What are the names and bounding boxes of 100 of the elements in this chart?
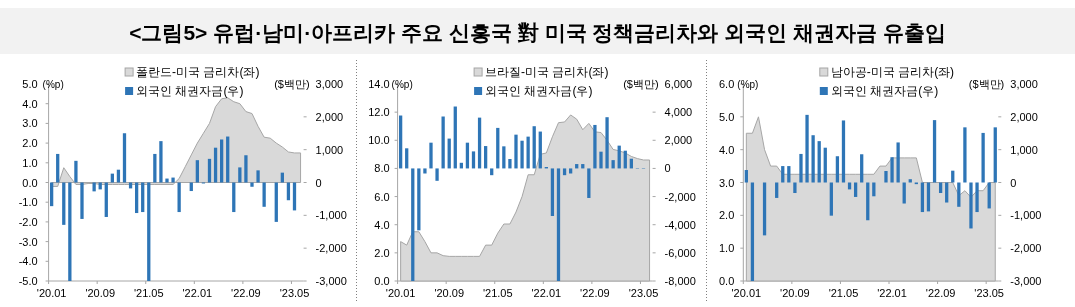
x-tick-label: '22.09 — [231, 287, 261, 299]
bar — [884, 171, 888, 183]
bar — [147, 182, 151, 281]
bar — [920, 182, 925, 213]
bar — [957, 182, 961, 207]
bar — [593, 124, 597, 169]
y-tick-label: 0.0 — [22, 176, 38, 189]
x-tick-label: '22.01 — [531, 287, 562, 299]
y-tick-label: 5.0 — [719, 110, 735, 123]
bar — [932, 120, 937, 183]
bar — [550, 168, 555, 216]
y2-tick-label: -1,000 — [315, 209, 347, 222]
bar — [902, 182, 906, 204]
y2-tick-label: 3,000 — [315, 78, 344, 90]
y-tick-label: -2.0 — [18, 215, 38, 228]
bar — [80, 182, 84, 219]
x-tick-label: '20.01 — [385, 287, 416, 299]
bar — [141, 182, 145, 213]
legend-label: 외국인 채권자금(우) — [485, 84, 593, 98]
bar — [195, 160, 199, 183]
bar — [811, 135, 815, 183]
bar — [744, 170, 748, 183]
x-tick-label: '21.05 — [828, 287, 859, 299]
bar — [435, 168, 439, 181]
legend-label: 남아공-미국 금리차(좌) — [830, 65, 955, 79]
y-tick-label: -3.0 — [18, 235, 38, 248]
bar — [829, 182, 833, 216]
bar — [232, 182, 236, 213]
bar — [244, 155, 248, 183]
y2-axis-title: ($백만) — [968, 78, 1005, 90]
bar — [490, 168, 494, 176]
bar — [411, 168, 415, 281]
bar — [104, 182, 108, 217]
bar — [993, 127, 997, 183]
text: <그림5> 유럽·남미·아프리카 주요 신흥국 對 미국 정책금리차와 외국인 채권자금 유출입 — [129, 21, 946, 44]
y-tick-label: 3.0 — [22, 117, 38, 130]
y2-tick-label: 3,000 — [1010, 78, 1038, 90]
bar — [520, 140, 524, 169]
bar — [68, 182, 72, 281]
y-tick-label: 1.0 — [719, 242, 735, 255]
y-tick-label: 5.0 — [22, 78, 38, 90]
bar — [471, 151, 476, 169]
x-tick-label: '21.05 — [133, 287, 164, 299]
bar — [226, 136, 230, 183]
y2-tick-label: -2,000 — [1010, 242, 1042, 255]
x-tick-label: '22.01 — [182, 287, 213, 299]
y2-tick-label: -8,000 — [664, 275, 696, 287]
bar — [841, 120, 846, 183]
y-tick-label: 4.0 — [374, 218, 390, 231]
y2-tick-label: -4,000 — [664, 218, 696, 231]
x-tick-label: '23.05 — [974, 287, 1005, 299]
x-tick-label: '20.01 — [731, 287, 762, 299]
x-tick-label: '22.09 — [925, 287, 956, 299]
y-tick-label: 2.0 — [374, 246, 390, 259]
y-axis-title: (%p) — [737, 78, 759, 90]
bar — [159, 141, 163, 183]
y-tick-label: 14.0 — [368, 78, 390, 90]
bar — [762, 182, 767, 236]
y2-axis-title: ($백만) — [274, 78, 310, 90]
y2-tick-label: 0 — [315, 176, 322, 189]
bar — [477, 117, 482, 169]
bar — [423, 168, 427, 174]
bar — [165, 178, 169, 183]
y2-tick-label: 2,000 — [1010, 110, 1038, 123]
bar — [256, 170, 260, 183]
legend-label: 외국인 채권자금(우) — [136, 84, 244, 98]
y-tick-label: 10.0 — [368, 134, 390, 147]
y2-tick-label: 4,000 — [664, 106, 693, 119]
bar — [611, 160, 615, 169]
y-tick-label: 8.0 — [374, 162, 390, 175]
bar — [817, 141, 821, 183]
bar — [951, 170, 955, 183]
y-tick-label: 0.0 — [374, 275, 390, 287]
y2-tick-label: -2,000 — [664, 190, 696, 203]
bar — [969, 182, 973, 229]
x-tick-label: '22.01 — [877, 287, 907, 299]
bar — [207, 158, 212, 183]
x-tick-label: '20.09 — [434, 287, 465, 299]
bar — [262, 182, 266, 207]
y-tick-label: 12.0 — [368, 106, 390, 119]
y-tick-label: 4.0 — [719, 143, 735, 156]
legend-label: 브라질-미국 금리차(좌) — [485, 65, 609, 79]
x-tick-label: '20.01 — [36, 287, 67, 299]
bar — [484, 146, 488, 169]
bar — [74, 160, 78, 183]
legend-label: 외국인 채권자금(우) — [830, 84, 939, 98]
bar — [981, 132, 985, 183]
bar — [945, 182, 949, 203]
bar — [213, 147, 218, 183]
bar — [975, 182, 979, 213]
bar — [429, 142, 433, 169]
y-tick-label: 2.0 — [719, 209, 735, 222]
bar — [153, 153, 157, 183]
bar — [171, 177, 175, 183]
y2-tick-label: 2,000 — [664, 134, 693, 147]
bar — [750, 182, 755, 281]
x-tick-label: '22.09 — [580, 287, 610, 299]
y2-tick-label: 6,000 — [664, 78, 693, 90]
bar — [514, 134, 518, 169]
bar — [508, 159, 512, 169]
